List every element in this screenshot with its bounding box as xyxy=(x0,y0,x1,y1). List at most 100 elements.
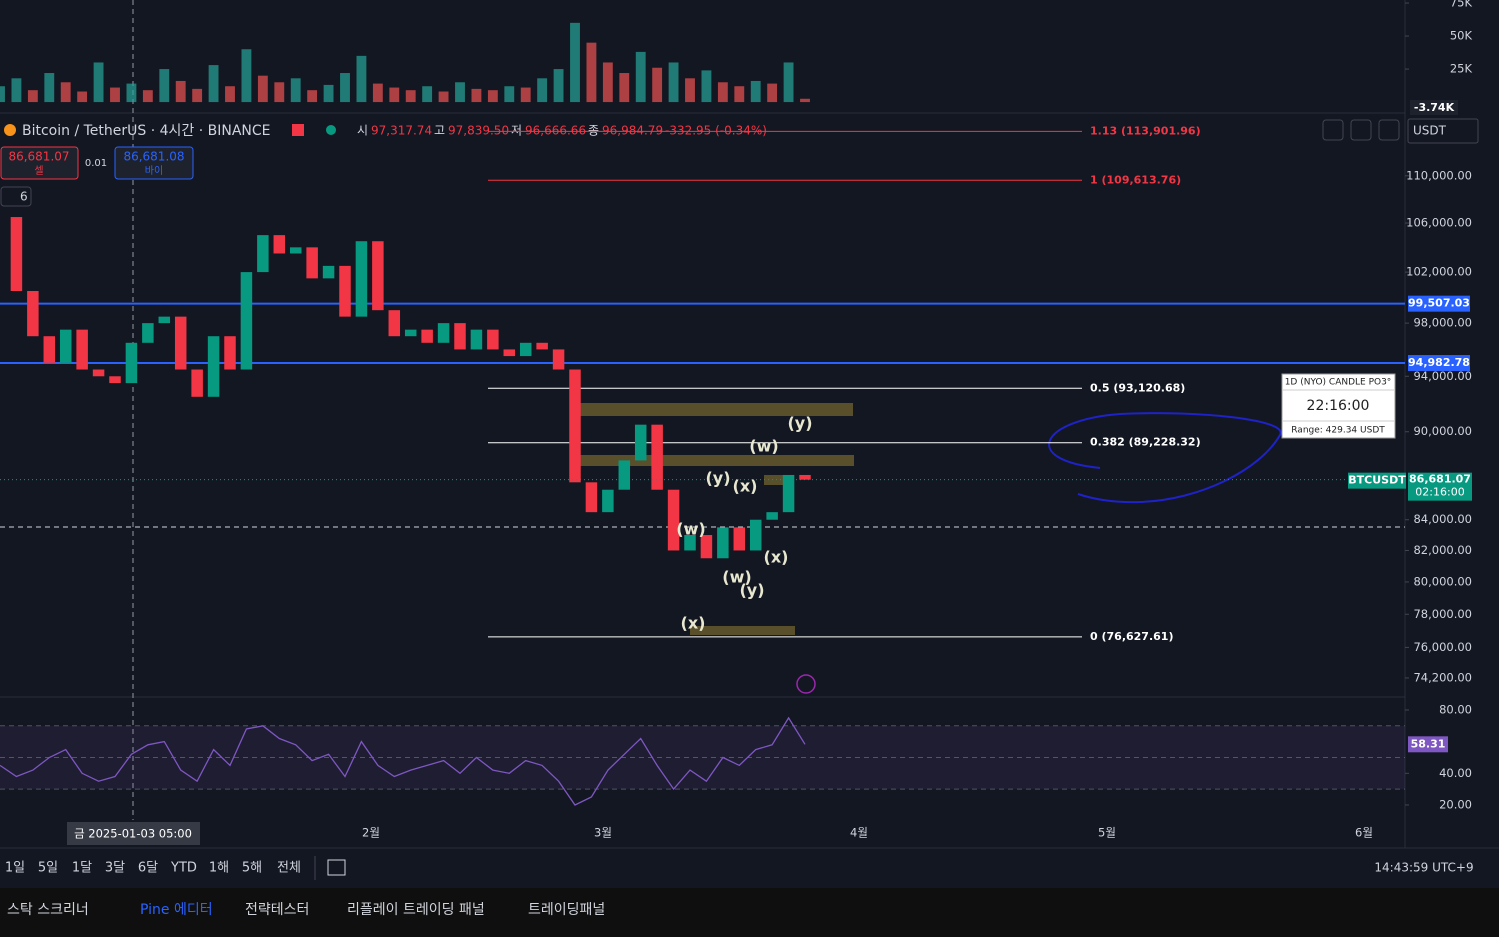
y-tick-label: 80,000.00 xyxy=(1413,574,1472,588)
header: Bitcoin / TetherUS · 4시간 · BINANCE 시 97,… xyxy=(0,118,1479,207)
candle xyxy=(552,349,565,370)
volume-bar xyxy=(93,62,104,103)
up-button[interactable] xyxy=(1322,119,1344,141)
range-button[interactable]: 1달 xyxy=(72,861,92,876)
open: 97,317.74 xyxy=(371,124,432,138)
date-range-icon[interactable] xyxy=(327,859,346,876)
indicator-toggle[interactable] xyxy=(0,186,32,207)
volume-bar xyxy=(422,86,433,103)
box-frame xyxy=(1281,373,1396,439)
candle xyxy=(618,460,631,490)
candle xyxy=(684,535,696,551)
currency: USDT xyxy=(1413,124,1447,138)
y-tick-label: 110,000.00 xyxy=(1406,168,1472,182)
range-button[interactable]: 1해 xyxy=(209,861,229,876)
sell-button[interactable] xyxy=(0,146,79,180)
crosshair-label: 금 2025-01-03 05:00 xyxy=(74,827,192,841)
range-button[interactable]: 3달 xyxy=(105,861,125,876)
candle xyxy=(76,329,88,370)
candle xyxy=(602,489,614,513)
candle xyxy=(289,247,302,254)
x-tick-label: 4월 xyxy=(850,826,868,840)
box-time: 22:16:00 xyxy=(1307,398,1370,414)
indicator-count: 6 xyxy=(20,190,28,204)
y-tick-label: 98,000.00 xyxy=(1413,316,1472,330)
panel-tab[interactable]: 트레이딩패널 xyxy=(528,902,605,918)
fib-label: 1 (109,613.76) xyxy=(1090,173,1181,186)
candle xyxy=(240,272,253,370)
level-label: 94,982.78 xyxy=(1408,356,1470,369)
y-tick-label: 20.00 xyxy=(1439,797,1472,811)
candle xyxy=(59,329,72,363)
range-button[interactable]: YTD xyxy=(170,861,197,876)
zone-box xyxy=(573,455,854,466)
candle xyxy=(372,241,384,311)
panel-tab[interactable]: Pine 에디터 xyxy=(140,902,213,918)
volume-bar xyxy=(0,86,5,103)
volume-bar xyxy=(142,90,153,103)
volume-bar xyxy=(800,98,810,103)
candle xyxy=(519,342,532,357)
maximize-button[interactable] xyxy=(1378,119,1400,141)
symbol[interactable]: Bitcoin / TetherUS · 4시간 · BINANCE xyxy=(22,123,271,139)
candle xyxy=(536,342,548,350)
candle xyxy=(651,424,663,490)
panel-tab[interactable]: 스탁 스크리너 xyxy=(7,902,89,918)
range-button[interactable]: 1일 xyxy=(5,861,25,876)
countdown: 02:16:00 xyxy=(1415,486,1464,499)
panel-tab[interactable]: 리플레이 트레이딩 패널 xyxy=(347,902,485,918)
currency-select[interactable] xyxy=(1407,118,1479,144)
ellipse-drawing xyxy=(1048,412,1282,504)
level-label: 99,507.03 xyxy=(1408,297,1470,310)
volume-bar xyxy=(537,78,548,103)
wave-label: (w) xyxy=(722,568,751,587)
zone-box xyxy=(690,626,795,635)
candle xyxy=(503,349,516,357)
candle xyxy=(733,527,746,551)
x-tick-label: 3월 xyxy=(594,826,612,840)
fib-label: 0.382 (89,228.32) xyxy=(1090,436,1201,449)
wave-label: (y) xyxy=(739,581,764,600)
volume-bar xyxy=(455,82,465,103)
volume-badge xyxy=(1410,100,1458,115)
candle xyxy=(306,247,318,279)
low: 96,666.66 xyxy=(525,124,586,138)
volume-bar xyxy=(471,88,482,103)
candle xyxy=(109,376,121,384)
range-button[interactable]: 5일 xyxy=(38,861,58,876)
flag[interactable] xyxy=(292,124,304,136)
volume-bar xyxy=(356,55,367,103)
wave-label: (w) xyxy=(676,520,705,539)
range-button[interactable]: 6달 xyxy=(138,861,158,876)
range-button[interactable]: 5해 xyxy=(242,861,262,876)
candle xyxy=(404,329,417,337)
candle xyxy=(799,474,811,480)
symbol-icon xyxy=(4,124,16,136)
alert-icon[interactable] xyxy=(796,674,816,694)
y-tick-label: 94,000.00 xyxy=(1413,369,1472,383)
volume-bar xyxy=(241,49,252,103)
volume-bar xyxy=(717,82,728,103)
buy-button[interactable] xyxy=(114,146,194,180)
candle xyxy=(470,329,483,350)
volume-bar xyxy=(323,84,334,103)
wave-label: (y) xyxy=(705,469,730,488)
bottom-panel xyxy=(0,888,1499,937)
candle xyxy=(125,342,138,384)
candle xyxy=(158,316,171,324)
box-range: Range: 429.34 USDT xyxy=(1291,426,1385,436)
volume-bar xyxy=(44,73,55,103)
volume-bar xyxy=(635,51,646,103)
range-button[interactable]: 전체 xyxy=(277,861,301,876)
candle xyxy=(224,336,236,370)
candle xyxy=(700,535,713,559)
down-button[interactable] xyxy=(1350,119,1372,141)
volume-bar xyxy=(274,82,285,103)
open-label: 시 xyxy=(357,124,368,138)
volume-bar xyxy=(487,90,498,103)
y-tick-label: 84,000.00 xyxy=(1413,512,1472,526)
panel-tab[interactable]: 전략테스터 xyxy=(245,902,309,918)
volume-bar xyxy=(767,83,778,103)
